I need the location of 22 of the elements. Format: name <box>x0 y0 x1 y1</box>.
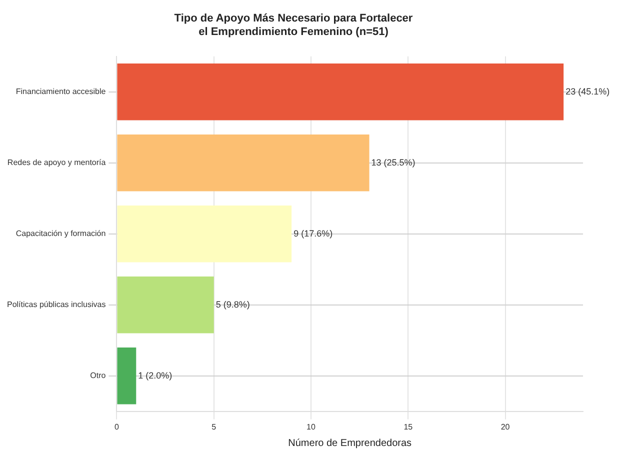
x-tick-label: 10 <box>306 422 316 432</box>
bar <box>117 276 214 334</box>
y-tick-label: Redes de apoyo y mentoría <box>7 158 106 168</box>
y-tick-label: Otro <box>90 371 106 380</box>
chart-title: Tipo de Apoyo Más Necesario para Fortalecer el Emprendimiento Femenino (n=51) <box>174 12 414 38</box>
data-label: 13 (25.5%) <box>371 157 416 168</box>
x-tick-label: 15 <box>404 422 414 432</box>
y-tick-label: Capacitación y formación <box>16 229 106 238</box>
bar <box>117 206 292 262</box>
x-axis-title: Número de Emprendedoras <box>288 438 412 449</box>
x-tick-label: 20 <box>500 422 510 432</box>
bar <box>117 348 136 404</box>
x-tick-label: 5 <box>212 422 217 432</box>
data-label: 23 (45.1%) <box>566 86 610 96</box>
y-tick-label: Financiamiento accesible <box>16 87 106 96</box>
data-label: 1 (2.0%) <box>138 370 172 380</box>
data-label: 5 (9.8%) <box>216 299 250 310</box>
bar <box>117 134 370 192</box>
y-tick-label: Políticas públicas inclusivas <box>6 300 106 310</box>
x-tick-label: 0 <box>114 422 120 432</box>
bar <box>117 64 564 120</box>
data-label: 9 (17.6%) <box>294 228 333 238</box>
